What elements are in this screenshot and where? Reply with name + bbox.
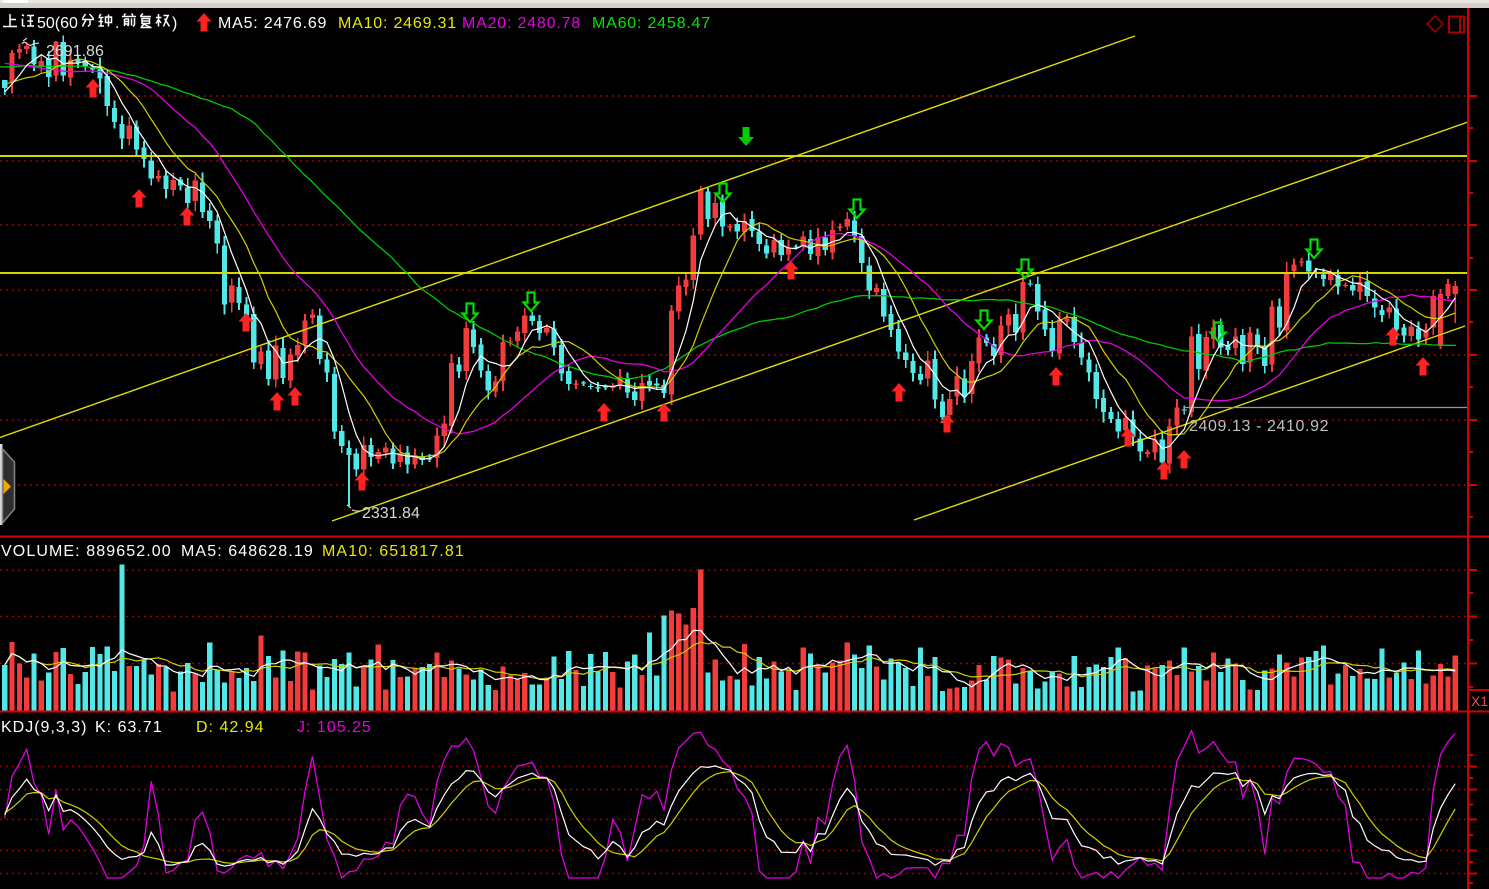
svg-text:MA5: 648628.19: MA5: 648628.19 [181, 543, 314, 560]
svg-text:KDJ(9,3,3): KDJ(9,3,3) [1, 719, 87, 736]
svg-text:2691.86: 2691.86 [46, 43, 104, 60]
svg-text:MA60: 2458.47: MA60: 2458.47 [592, 15, 711, 32]
svg-text:MA10: 651817.81: MA10: 651817.81 [322, 543, 465, 560]
svg-text:MA20: 2480.78: MA20: 2480.78 [462, 15, 581, 32]
svg-text:MA10: 2469.31: MA10: 2469.31 [338, 15, 457, 32]
svg-text:VOLUME: 889652.00: VOLUME: 889652.00 [1, 543, 172, 560]
svg-text:): ) [172, 15, 177, 32]
svg-text:D: 42.94: D: 42.94 [196, 719, 264, 736]
svg-text:2331.84: 2331.84 [362, 505, 420, 522]
svg-text:MA5: 2476.69: MA5: 2476.69 [218, 15, 327, 32]
svg-text:50(60: 50(60 [37, 15, 78, 32]
svg-text:2409.13 - 2410.92: 2409.13 - 2410.92 [1189, 418, 1329, 435]
svg-text:K: 63.71: K: 63.71 [95, 719, 163, 736]
svg-text:J: 105.25: J: 105.25 [297, 719, 372, 736]
svg-text:.: . [115, 15, 119, 32]
svg-text:X1: X1 [1471, 693, 1488, 709]
